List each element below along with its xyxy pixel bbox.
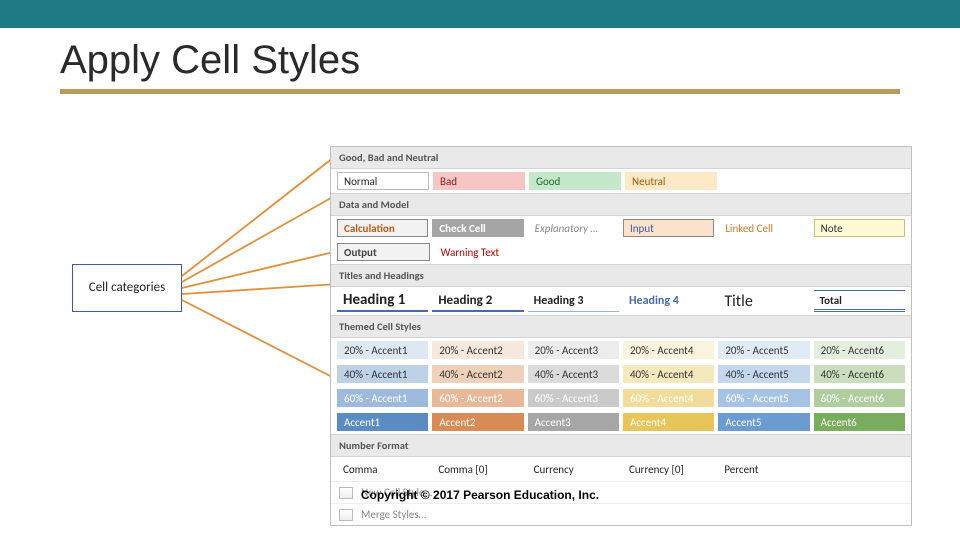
page-title: Apply Cell Styles [60, 38, 900, 83]
style-tile[interactable]: Accent6 [814, 413, 905, 431]
style-tile[interactable]: 40% - Accent1 [337, 365, 428, 383]
themed-row: 40% - Accent140% - Accent240% - Accent34… [331, 362, 911, 386]
style-tile[interactable]: Currency [528, 460, 619, 478]
style-tile[interactable]: Title [718, 290, 809, 312]
style-tile[interactable]: 40% - Accent2 [432, 365, 523, 383]
style-tile[interactable]: Comma [0] [432, 460, 523, 478]
footer-copyright: Copyright © 2017 Pearson Education, Inc. [0, 488, 960, 502]
section-header-nf: Number Format [331, 434, 911, 457]
style-tile[interactable]: 40% - Accent5 [718, 365, 809, 383]
section-header-themed: Themed Cell Styles [331, 315, 911, 338]
merge-styles-icon [339, 509, 353, 521]
style-tile[interactable]: Explanatory … [528, 219, 619, 237]
style-tile[interactable]: Normal [337, 172, 429, 190]
style-tile[interactable]: Accent5 [718, 413, 809, 431]
style-tile[interactable]: 60% - Accent3 [528, 389, 619, 407]
style-tile[interactable]: 20% - Accent1 [337, 341, 428, 359]
style-tile[interactable]: Accent3 [528, 413, 619, 431]
row-th: Heading 1Heading 2Heading 3Heading 4Titl… [331, 287, 911, 315]
row-dm-2: OutputWarning Text [331, 240, 911, 264]
style-tile[interactable]: Heading 4 [623, 290, 714, 312]
style-tile[interactable]: Note [814, 219, 905, 237]
section-header-dm: Data and Model [331, 193, 911, 216]
style-tile[interactable]: Accent4 [623, 413, 714, 431]
style-tile[interactable]: Comma [337, 460, 428, 478]
style-tile[interactable]: Input [623, 219, 714, 237]
style-tile[interactable]: Currency [0] [623, 460, 714, 478]
style-tile[interactable]: 40% - Accent4 [623, 365, 714, 383]
style-tile[interactable]: Check Cell [432, 219, 523, 237]
title-area: Apply Cell Styles [0, 28, 960, 94]
merge-styles-link[interactable]: Merge Styles… [331, 503, 911, 525]
style-tile[interactable]: 40% - Accent6 [814, 365, 905, 383]
style-tile[interactable]: Accent1 [337, 413, 428, 431]
themed-row: 20% - Accent120% - Accent220% - Accent32… [331, 338, 911, 362]
style-tile[interactable]: 40% - Accent3 [528, 365, 619, 383]
style-tile[interactable]: 20% - Accent6 [814, 341, 905, 359]
style-tile[interactable]: Bad [433, 172, 525, 190]
style-tile[interactable]: 60% - Accent5 [718, 389, 809, 407]
style-tile[interactable]: 20% - Accent4 [623, 341, 714, 359]
style-tile[interactable]: Heading 3 [528, 290, 619, 312]
row-nf: CommaComma [0] CurrencyCurrency [0]Percen… [331, 457, 911, 481]
style-tile[interactable]: 60% - Accent4 [623, 389, 714, 407]
themed-row: Accent1Accent2 Accent3Accent4Accent5 Accen… [331, 410, 911, 434]
style-tile[interactable]: 20% - Accent2 [432, 341, 523, 359]
section-header-th: Titles and Headings [331, 264, 911, 287]
style-tile[interactable]: Output [337, 243, 430, 261]
style-tile[interactable]: Warning Text [434, 243, 527, 261]
style-tile[interactable]: Linked Cell [718, 219, 809, 237]
merge-styles-label: Merge Styles… [361, 508, 426, 521]
row-dm-1: CalculationCheck Cell Explanatory …InputL… [331, 216, 911, 240]
themed-rows: 20% - Accent120% - Accent220% - Accent32… [331, 338, 911, 434]
style-tile[interactable]: 20% - Accent3 [528, 341, 619, 359]
style-tile[interactable]: 60% - Accent6 [814, 389, 905, 407]
style-tile[interactable]: Total [814, 290, 905, 312]
style-tile[interactable]: Heading 2 [432, 290, 523, 312]
callout-cell-categories: Cell categories [72, 264, 182, 312]
section-header-gbn: Good, Bad and Neutral [331, 147, 911, 169]
row-gbn: NormalBadGoodNeutral [331, 169, 911, 193]
style-tile[interactable]: Heading 1 [337, 290, 428, 312]
themed-row: 60% - Accent160% - Accent260% - Accent36… [331, 386, 911, 410]
style-tile[interactable]: 60% - Accent2 [432, 389, 523, 407]
style-tile[interactable]: Good [529, 172, 621, 190]
cell-styles-gallery[interactable]: Good, Bad and Neutral NormalBadGoodNeutr… [330, 146, 912, 526]
callout-label: Cell categories [89, 280, 165, 296]
content-area: Cell categories Good, Bad and Neutral No… [0, 94, 960, 514]
style-tile[interactable]: 20% - Accent5 [718, 341, 809, 359]
style-tile[interactable]: 60% - Accent1 [337, 389, 428, 407]
style-tile[interactable]: Percent [718, 460, 809, 478]
style-tile[interactable]: Neutral [625, 172, 717, 190]
top-bar [0, 0, 960, 28]
style-tile[interactable]: Accent2 [432, 413, 523, 431]
style-tile[interactable]: Calculation [337, 219, 428, 237]
